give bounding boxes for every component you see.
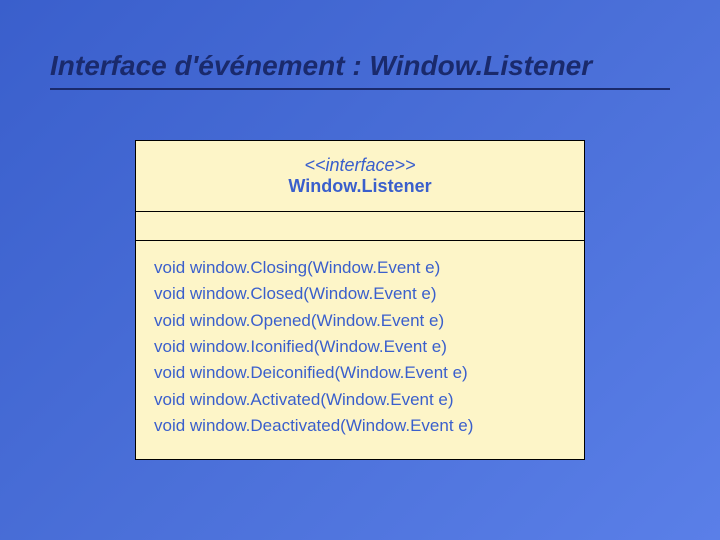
slide: Interface d'événement : Window.Listener …	[0, 0, 720, 540]
uml-method: void window.Closing(Window.Event e)	[154, 255, 566, 281]
uml-stereotype: <<interface>>	[144, 155, 576, 176]
uml-interface-name: Window.Listener	[144, 176, 576, 197]
uml-method: void window.Iconified(Window.Event e)	[154, 334, 566, 360]
uml-method: void window.Opened(Window.Event e)	[154, 308, 566, 334]
uml-method: void window.Deactivated(Window.Event e)	[154, 413, 566, 439]
uml-method: void window.Deiconified(Window.Event e)	[154, 360, 566, 386]
uml-header: <<interface>> Window.Listener	[136, 141, 584, 211]
uml-method: void window.Closed(Window.Event e)	[154, 281, 566, 307]
uml-attributes-compartment	[136, 212, 584, 240]
uml-methods-compartment: void window.Closing(Window.Event e) void…	[136, 241, 584, 459]
uml-class-box: <<interface>> Window.Listener void windo…	[135, 140, 585, 460]
slide-title: Interface d'événement : Window.Listener	[50, 50, 670, 90]
uml-method: void window.Activated(Window.Event e)	[154, 387, 566, 413]
